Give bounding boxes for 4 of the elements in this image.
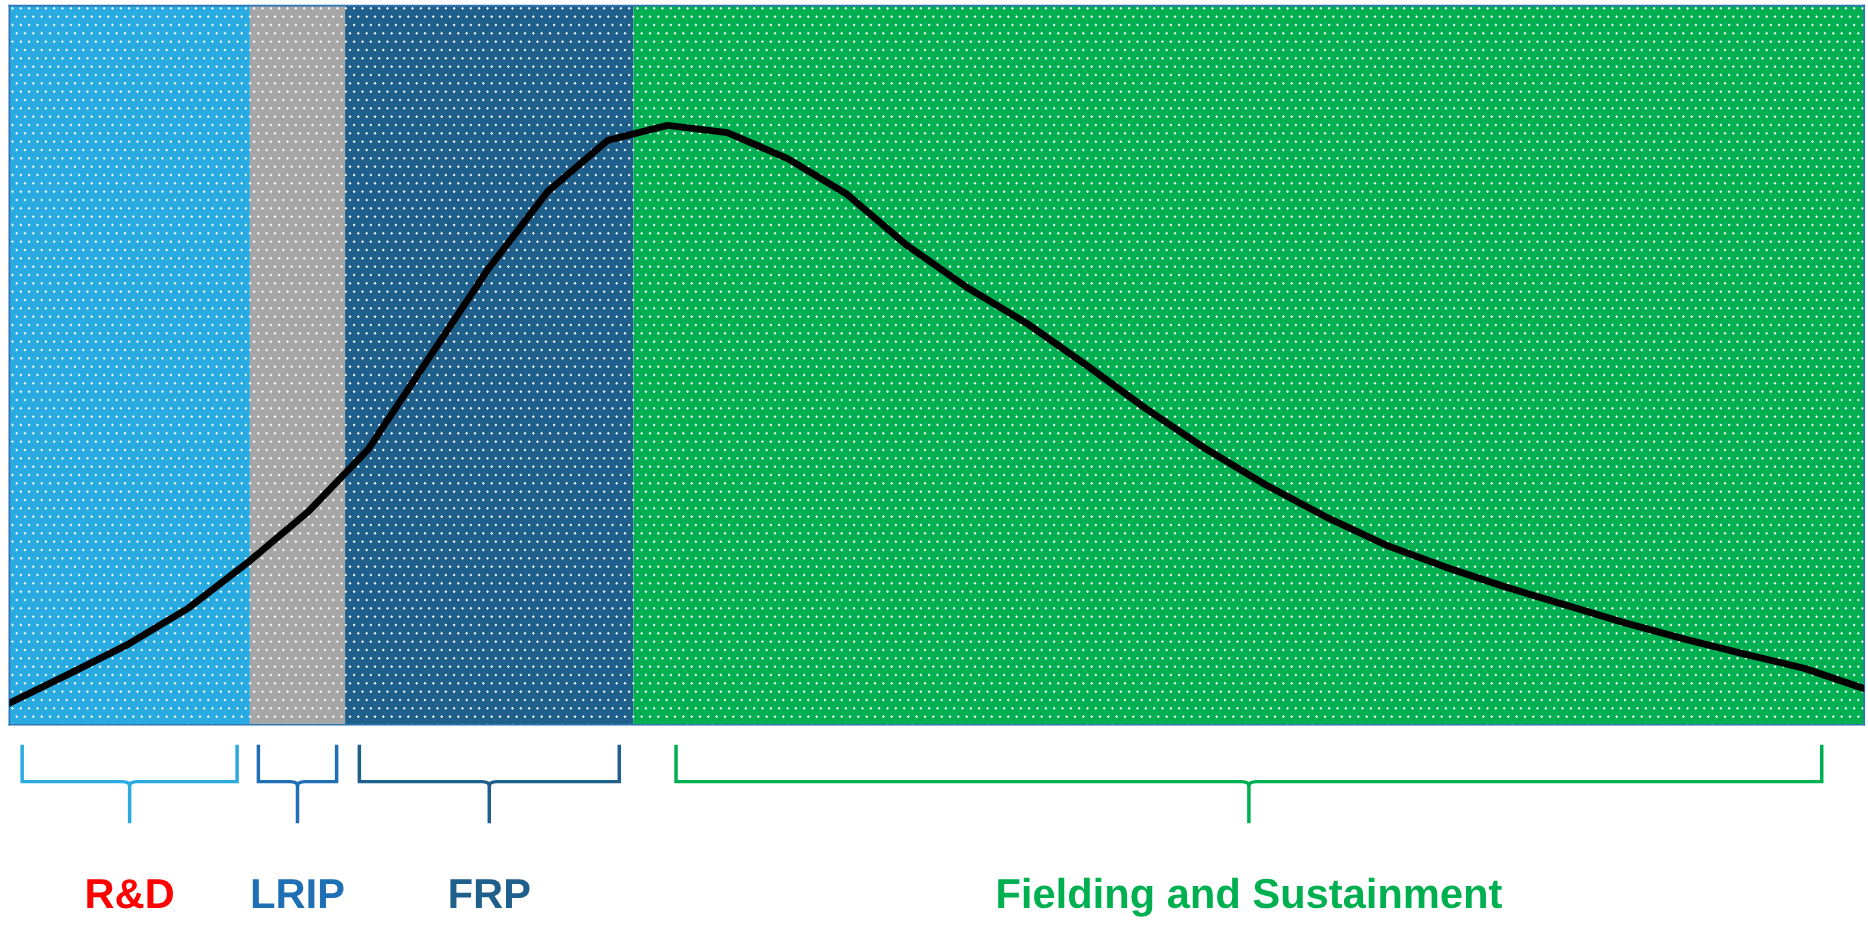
text: LRIP xyxy=(252,879,344,909)
text: Fielding and Sustainment xyxy=(998,877,1502,917)
text: FRP xyxy=(450,879,530,909)
text: R&D xyxy=(87,879,174,909)
